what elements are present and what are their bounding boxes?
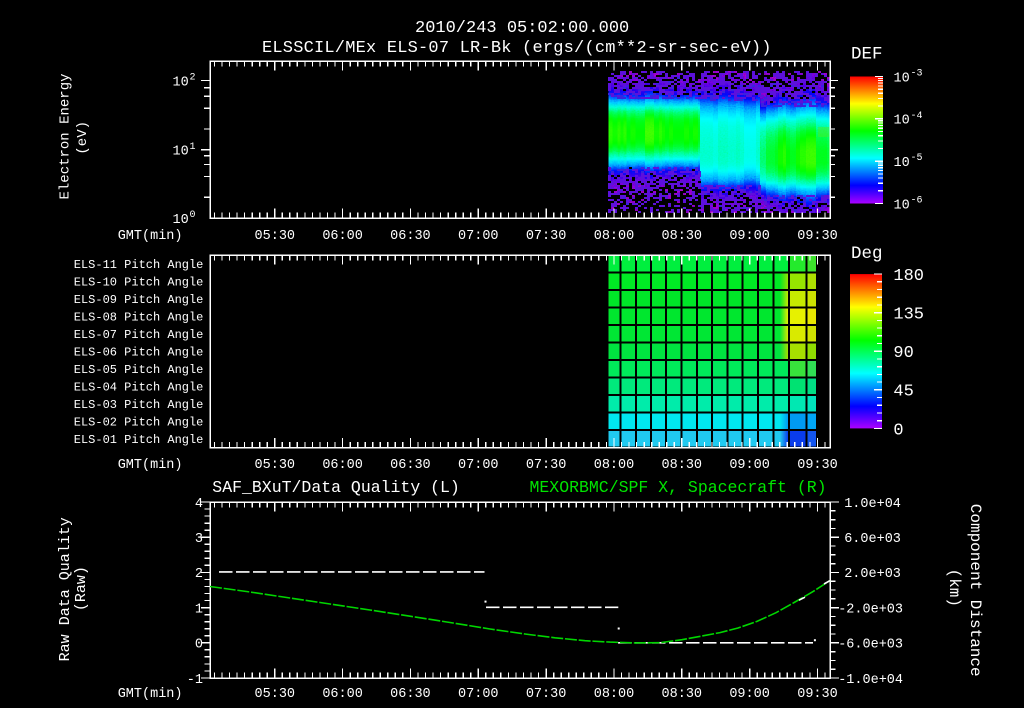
svg-text:3: 3 [195,532,203,547]
svg-text:2.0e+03: 2.0e+03 [844,567,901,582]
svg-text:MEXORBMC/SPF X, Spacecraft (R): MEXORBMC/SPF X, Spacecraft (R) [530,478,827,497]
svg-text:08:00: 08:00 [594,687,635,702]
svg-text:90: 90 [893,344,913,363]
svg-text:05:30: 05:30 [255,458,296,473]
svg-text:07:30: 07:30 [526,687,567,702]
svg-text:-3: -3 [911,69,923,80]
svg-text:10: 10 [894,156,910,171]
svg-text:ELS-06 Pitch Angle: ELS-06 Pitch Angle [74,345,204,359]
svg-text:Deg: Deg [851,244,883,264]
svg-text:06:00: 06:00 [322,458,363,473]
svg-text:ELS-07 Pitch Angle: ELS-07 Pitch Angle [74,328,204,342]
svg-text:07:30: 07:30 [526,229,567,244]
svg-text:06:00: 06:00 [322,687,363,702]
svg-text:135: 135 [893,306,924,325]
svg-text:ELS-03 Pitch Angle: ELS-03 Pitch Angle [74,398,204,412]
svg-text:ELS-09 Pitch Angle: ELS-09 Pitch Angle [74,293,204,307]
svg-text:2: 2 [195,567,203,582]
svg-text:180: 180 [893,267,924,286]
svg-text:10: 10 [894,198,910,213]
svg-text:ELS-11 Pitch Angle: ELS-11 Pitch Angle [74,258,204,272]
svg-text:06:30: 06:30 [390,687,431,702]
svg-text:10: 10 [172,75,188,90]
svg-text:Raw Data Quality: Raw Data Quality [57,517,74,661]
svg-text:GMT(min): GMT(min) [118,458,183,473]
svg-text:07:30: 07:30 [526,458,567,473]
svg-text:ELS-02 Pitch Angle: ELS-02 Pitch Angle [74,415,204,429]
svg-text:10: 10 [894,114,910,129]
svg-text:Component Distance: Component Distance [966,504,984,677]
svg-text:-1: -1 [187,673,203,688]
svg-text:09:30: 09:30 [797,687,838,702]
svg-text:10: 10 [894,71,910,86]
svg-text:Electron Energy: Electron Energy [58,73,74,199]
svg-text:ELS-10 Pitch Angle: ELS-10 Pitch Angle [74,275,204,289]
svg-text:-2.0e+03: -2.0e+03 [838,602,903,617]
svg-text:07:00: 07:00 [458,229,499,244]
svg-text:07:00: 07:00 [458,458,499,473]
svg-text:GMT(min): GMT(min) [118,687,183,702]
svg-text:-5: -5 [911,153,923,164]
svg-text:GMT(min): GMT(min) [118,229,183,244]
svg-text:-4: -4 [911,111,923,122]
svg-text:09:30: 09:30 [797,458,838,473]
svg-text:06:30: 06:30 [390,458,431,473]
svg-text:0: 0 [893,421,903,440]
svg-text:08:30: 08:30 [662,687,703,702]
svg-text:(km): (km) [945,569,963,607]
svg-text:09:00: 09:00 [729,687,770,702]
svg-text:ELS-04 Pitch Angle: ELS-04 Pitch Angle [74,380,204,394]
svg-text:08:00: 08:00 [594,229,635,244]
svg-text:08:30: 08:30 [662,229,703,244]
svg-text:(eV): (eV) [75,121,91,155]
svg-text:2: 2 [190,73,196,84]
svg-text:-6: -6 [911,196,923,207]
svg-text:09:00: 09:00 [729,458,770,473]
svg-text:-1.0e+04: -1.0e+04 [838,673,903,688]
svg-text:0: 0 [190,210,196,221]
svg-text:SAF_BXuT/Data Quality (L): SAF_BXuT/Data Quality (L) [212,478,460,497]
svg-text:06:00: 06:00 [322,229,363,244]
svg-text:ELS-08 Pitch Angle: ELS-08 Pitch Angle [74,310,204,324]
svg-text:1: 1 [195,602,203,617]
svg-text:05:30: 05:30 [255,687,296,702]
svg-text:4: 4 [195,497,203,512]
svg-text:08:00: 08:00 [594,458,635,473]
svg-text:05:30: 05:30 [255,229,296,244]
svg-text:0: 0 [195,638,203,653]
svg-text:ELSSCIL/MEx ELS-07 LR-Bk (erg: ELSSCIL/MEx ELS-07 LR-Bk (ergs/(cm**2-sr… [262,39,772,58]
svg-text:DEF: DEF [851,45,883,65]
svg-text:-6.0e+03: -6.0e+03 [838,638,903,653]
svg-text:(Raw): (Raw) [73,566,90,611]
svg-text:45: 45 [893,383,913,402]
svg-text:06:30: 06:30 [390,229,431,244]
svg-text:1: 1 [190,142,196,153]
svg-text:09:00: 09:00 [729,229,770,244]
svg-text:2010/243 05:02:00.000: 2010/243 05:02:00.000 [415,19,629,38]
svg-text:6.0e+03: 6.0e+03 [844,532,901,547]
svg-text:10: 10 [172,145,188,160]
svg-text:ELS-01 Pitch Angle: ELS-01 Pitch Angle [74,433,204,447]
svg-text:07:00: 07:00 [458,687,499,702]
svg-text:09:30: 09:30 [797,229,838,244]
svg-text:1.0e+04: 1.0e+04 [844,497,901,512]
svg-text:ELS-05 Pitch Angle: ELS-05 Pitch Angle [74,363,204,377]
svg-text:10: 10 [172,213,188,228]
svg-text:08:30: 08:30 [662,458,703,473]
